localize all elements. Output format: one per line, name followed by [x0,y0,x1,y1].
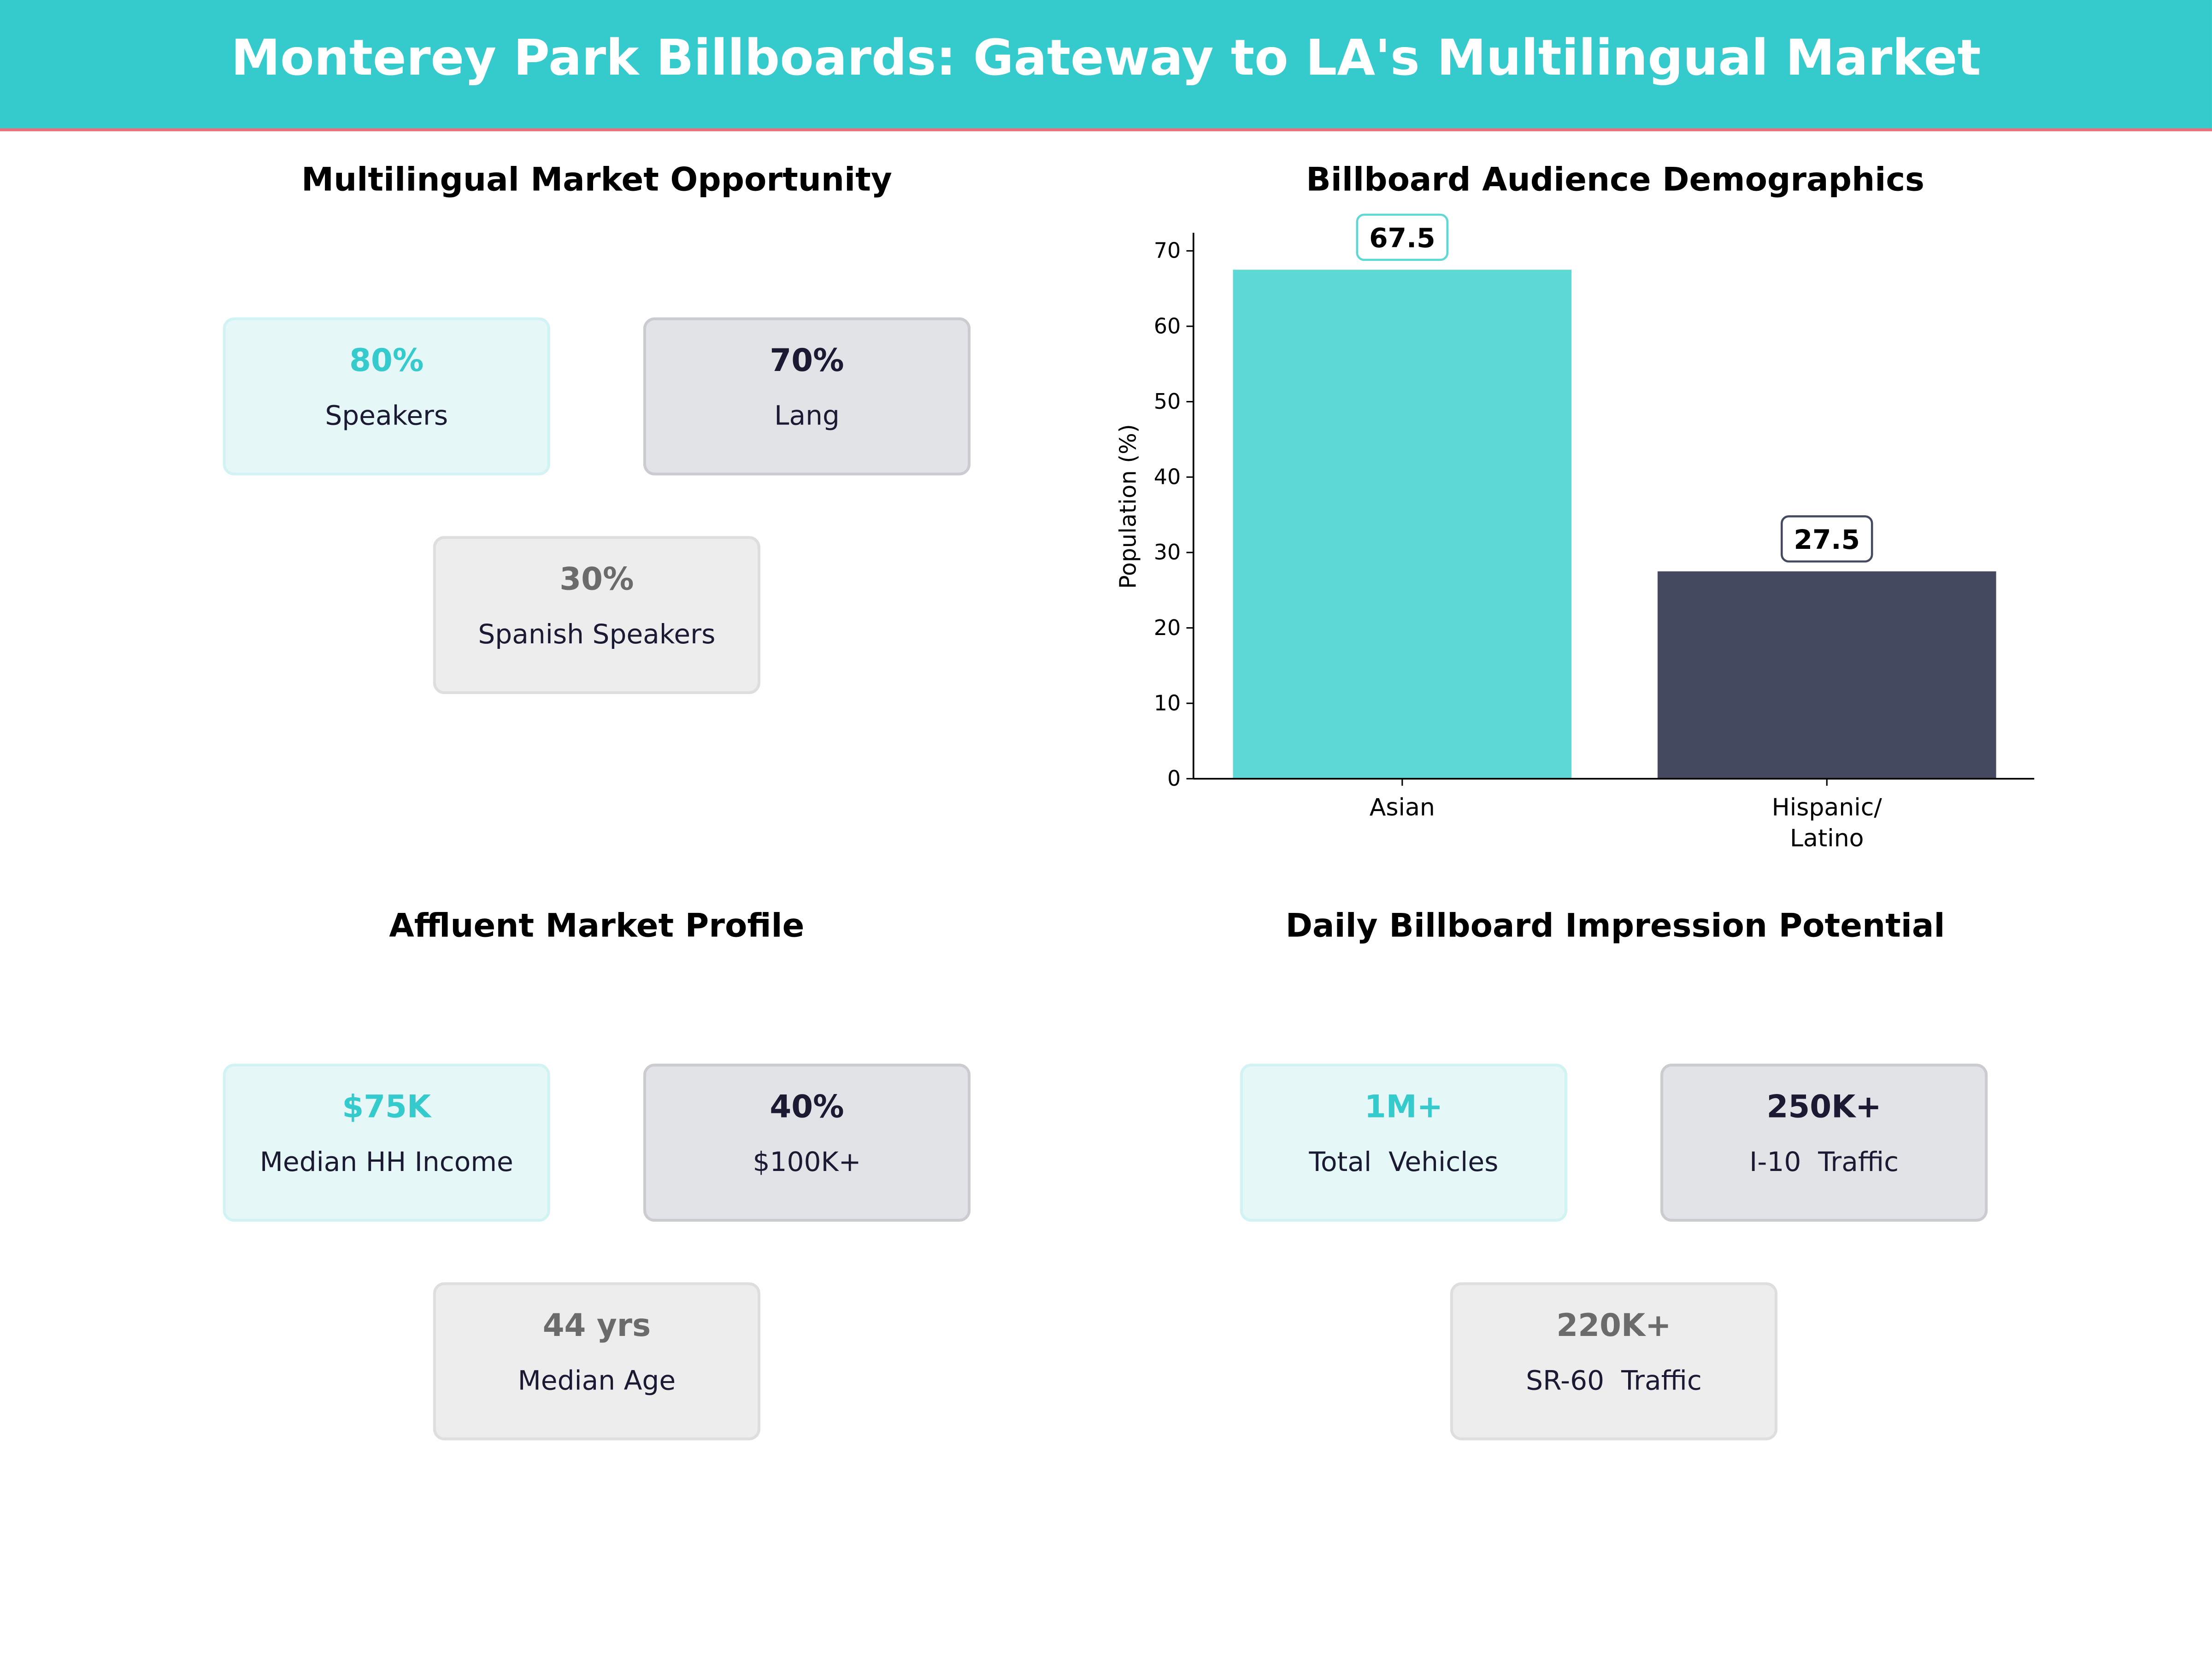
data-label-box [1356,213,1449,261]
stat-card: 40% $100K+ [643,1064,971,1222]
x-tick-label: Hispanic/ [1772,794,1883,821]
stat-value: 250K+ [1766,1090,1882,1126]
bar [1657,571,1996,779]
x-tick-label: Asian [1370,794,1435,821]
y-tick-label: 20 [1154,615,1181,640]
y-tick-label: 60 [1154,313,1181,338]
header-banner: Monterey Park Billboards: Gateway to LA'… [0,0,2212,131]
x-tick-label: Latino [1790,825,1864,853]
y-tick-label: 70 [1154,238,1181,263]
page-title: Monterey Park Billboards: Gateway to LA'… [231,31,1981,88]
stat-label: Lang [774,400,840,432]
stat-value: 80% [349,344,424,380]
stat-card: 44 yrs Median Age [433,1282,760,1441]
y-tick-label: 30 [1154,540,1181,565]
stat-value: 220K+ [1556,1309,1671,1345]
stat-label: Median HH Income [259,1147,513,1178]
stat-value: 70% [770,344,844,380]
stat-value: 40% [770,1090,844,1126]
y-axis-label: Population (%) [1115,424,1141,589]
stat-label: SR-60 Traffic [1526,1365,1702,1397]
bar [1233,270,1572,779]
data-label: 27.5 [1794,524,1860,555]
stat-label: Median Age [518,1365,676,1397]
panel-title-multilingual: Multilingual Market Opportunity [301,162,892,199]
y-tick-label: 50 [1154,389,1181,414]
stat-value: $75K [342,1090,431,1126]
stat-card: $75K Median HH Income [223,1064,550,1222]
stat-value: 44 yrs [542,1309,651,1345]
panel-title-affluent: Affluent Market Profile [389,908,805,946]
stat-value: 1M+ [1364,1090,1443,1126]
stat-card: 250K+ I-10 Traffic [1660,1064,1988,1222]
y-tick-label: 10 [1154,690,1181,715]
stat-label: $100K+ [753,1147,861,1178]
y-tick-label: 40 [1154,465,1181,489]
data-label-box [1780,515,1873,563]
y-tick-label: 0 [1167,766,1181,791]
stat-card: 80% Speakers [223,317,550,476]
chart-title: Billboard Audience Demographics [1306,162,1925,199]
stat-card: 1M+ Total Vehicles [1240,1064,1567,1222]
stat-label: Spanish Speakers [478,619,716,651]
stat-card: 70% Lang [643,317,971,476]
stat-card: 220K+ SR-60 Traffic [1450,1282,1778,1441]
panel-title-impressions: Daily Billboard Impression Potential [1285,908,1945,946]
stat-label: I-10 Traffic [1749,1147,1899,1178]
data-label: 67.5 [1369,222,1435,253]
stat-value: 30% [559,563,634,598]
stat-label: Total Vehicles [1309,1147,1499,1178]
stat-label: Speakers [325,400,448,432]
stat-card: 30% Spanish Speakers [433,536,760,694]
